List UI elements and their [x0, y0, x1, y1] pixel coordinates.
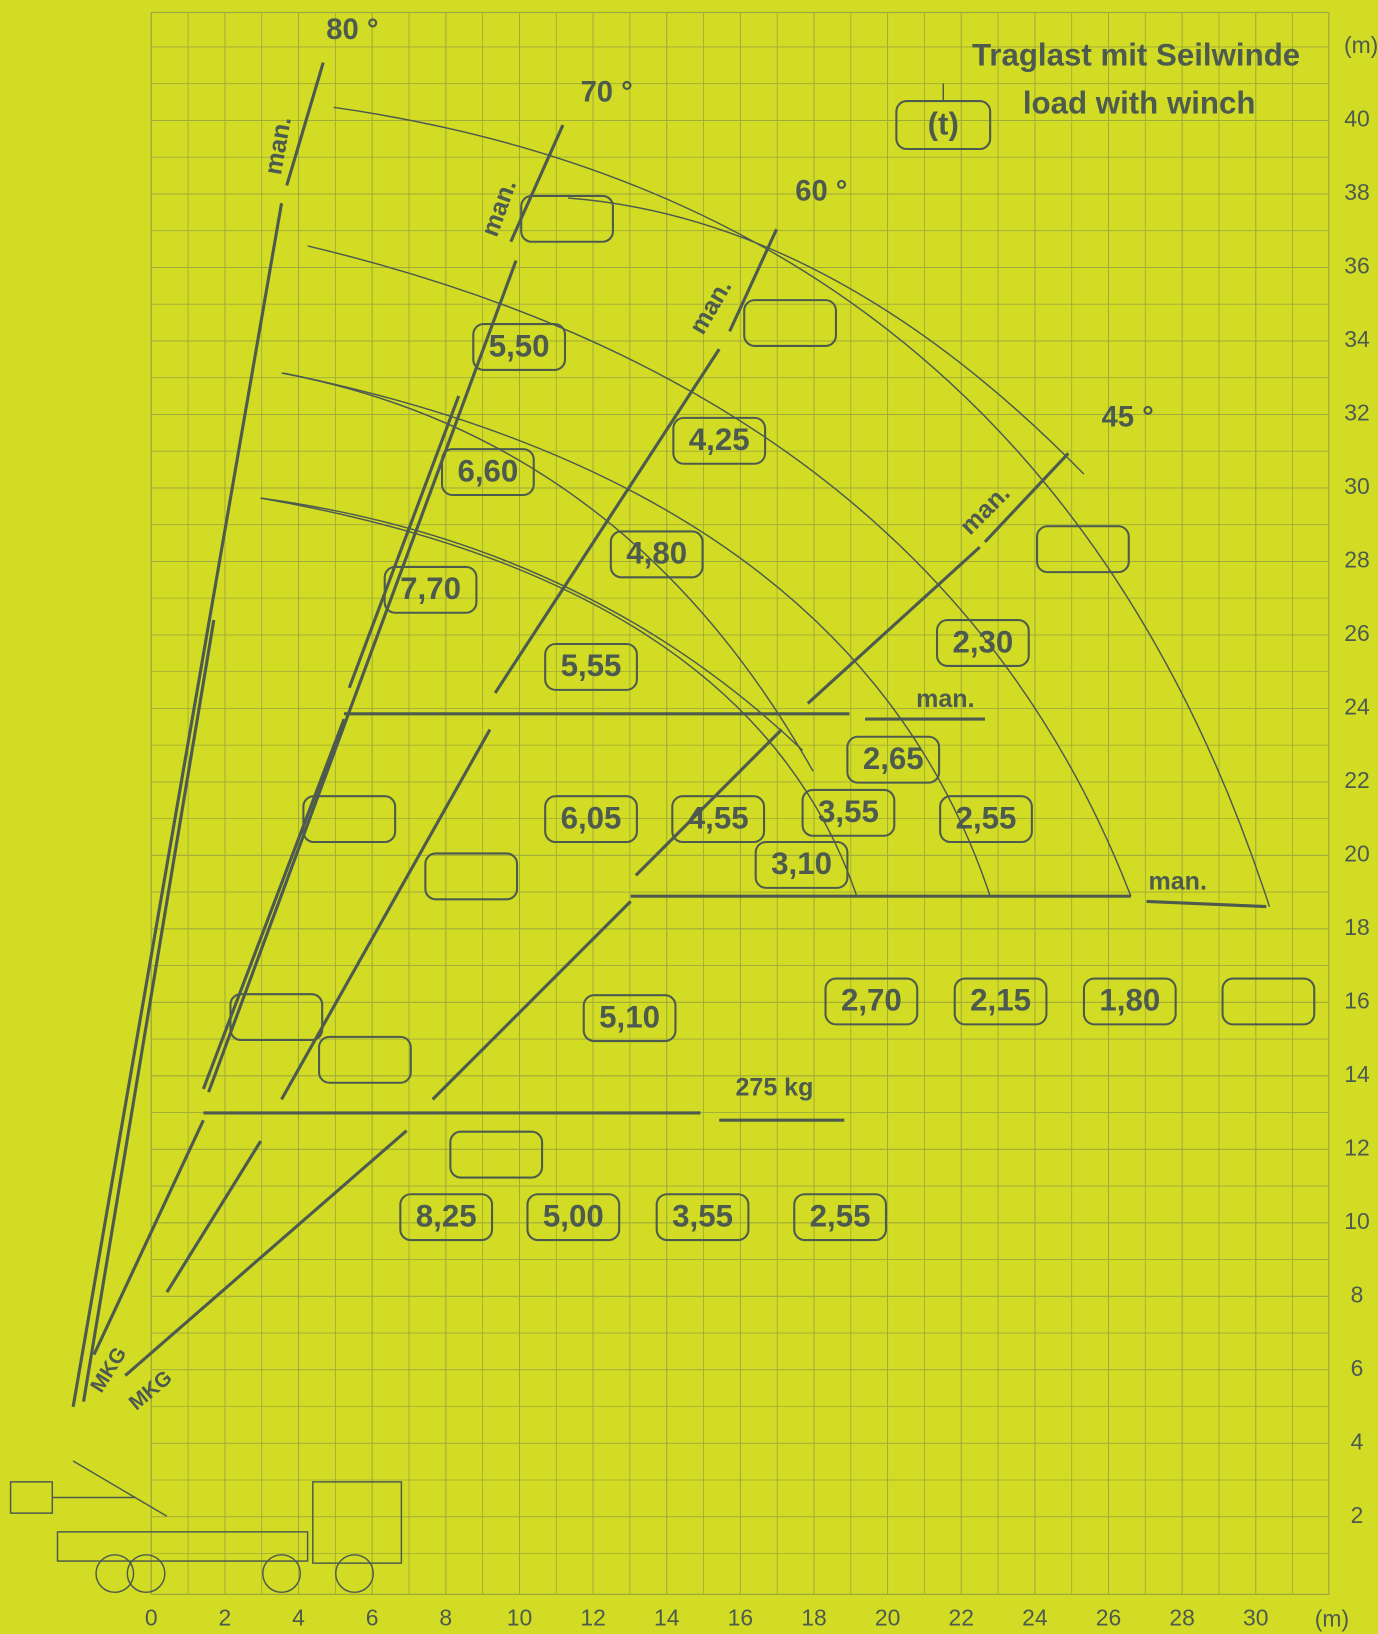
- load-value: 4,55: [688, 800, 749, 835]
- y-unit: (m): [1344, 32, 1378, 58]
- x-tick-label: 14: [654, 1604, 680, 1630]
- y-tick-label: 38: [1344, 179, 1369, 205]
- manual-label: man.: [916, 685, 974, 713]
- x-tick-label: 6: [366, 1604, 379, 1630]
- load-value: 3,10: [771, 846, 832, 881]
- load-value: 3,55: [672, 1198, 733, 1233]
- x-tick-label: 12: [580, 1604, 605, 1630]
- angle-label: 60 °: [795, 175, 847, 207]
- load-value: 8,25: [416, 1198, 477, 1233]
- load-value: 5,55: [561, 648, 622, 683]
- y-tick-label: 18: [1344, 914, 1369, 940]
- y-tick-label: 2: [1351, 1502, 1364, 1528]
- y-tick-label: 34: [1344, 326, 1370, 352]
- x-tick-label: 28: [1169, 1604, 1194, 1630]
- y-tick-label: 22: [1344, 767, 1369, 793]
- x-tick-label: 24: [1022, 1604, 1048, 1630]
- title-line: load with winch: [1023, 86, 1256, 121]
- manual-label: man.: [1149, 867, 1207, 895]
- load-value: 3,55: [818, 794, 879, 829]
- y-tick-label: 20: [1344, 840, 1369, 866]
- extension-load: 275 kg: [736, 1074, 814, 1102]
- load-value: 7,70: [400, 571, 461, 606]
- load-value: 6,05: [561, 800, 622, 835]
- y-tick-label: 24: [1344, 693, 1370, 719]
- y-tick-label: 8: [1351, 1281, 1364, 1307]
- angle-label: 70 °: [581, 76, 633, 108]
- load-value: 6,60: [457, 453, 518, 488]
- load-value: 5,50: [489, 328, 550, 363]
- load-value: 2,55: [956, 800, 1017, 835]
- x-tick-label: 4: [292, 1604, 305, 1630]
- load-value: 2,30: [952, 624, 1013, 659]
- x-tick-label: 22: [949, 1604, 974, 1630]
- load-value: 2,15: [970, 983, 1031, 1018]
- load-value: 2,65: [863, 741, 924, 776]
- y-tick-label: 32: [1344, 399, 1369, 425]
- y-tick-label: 6: [1351, 1355, 1364, 1381]
- x-tick-label: 10: [507, 1604, 532, 1630]
- load-value: 4,25: [689, 422, 750, 457]
- y-tick-label: 26: [1344, 620, 1369, 646]
- y-tick-label: 40: [1344, 106, 1369, 132]
- x-tick-label: 16: [728, 1604, 753, 1630]
- load-value: 1,80: [1099, 983, 1160, 1018]
- angle-label: 80 °: [326, 14, 378, 46]
- x-tick-label: 2: [219, 1604, 232, 1630]
- load-value: 4,80: [626, 536, 687, 571]
- x-unit: (m): [1315, 1605, 1349, 1631]
- y-tick-label: 4: [1351, 1428, 1364, 1454]
- load-chart: 0246810121416182022242628302468101214161…: [0, 0, 1378, 1634]
- y-tick-label: 10: [1344, 1208, 1369, 1234]
- y-tick-label: 12: [1344, 1134, 1369, 1160]
- load-value: 5,10: [599, 999, 660, 1034]
- y-tick-label: 16: [1344, 987, 1369, 1013]
- load-value: 5,00: [543, 1198, 604, 1233]
- title-line: Traglast mit Seilwinde: [972, 38, 1300, 73]
- y-tick-label: 36: [1344, 252, 1369, 278]
- x-tick-label: 8: [439, 1604, 452, 1630]
- y-tick-label: 30: [1344, 473, 1369, 499]
- load-value: 2,70: [841, 983, 902, 1018]
- angle-label: 45 °: [1102, 402, 1154, 434]
- x-tick-label: 0: [145, 1604, 158, 1630]
- x-tick-label: 30: [1243, 1604, 1268, 1630]
- y-tick-label: 14: [1344, 1061, 1370, 1087]
- y-tick-label: 28: [1344, 546, 1369, 572]
- x-tick-label: 20: [875, 1604, 900, 1630]
- x-tick-label: 26: [1096, 1604, 1121, 1630]
- load-value: 2,55: [810, 1198, 871, 1233]
- page: { "header": {"title_lines": ["Traglast m…: [0, 0, 1378, 1634]
- unit-box-label: (t): [928, 106, 959, 141]
- x-tick-label: 18: [801, 1604, 826, 1630]
